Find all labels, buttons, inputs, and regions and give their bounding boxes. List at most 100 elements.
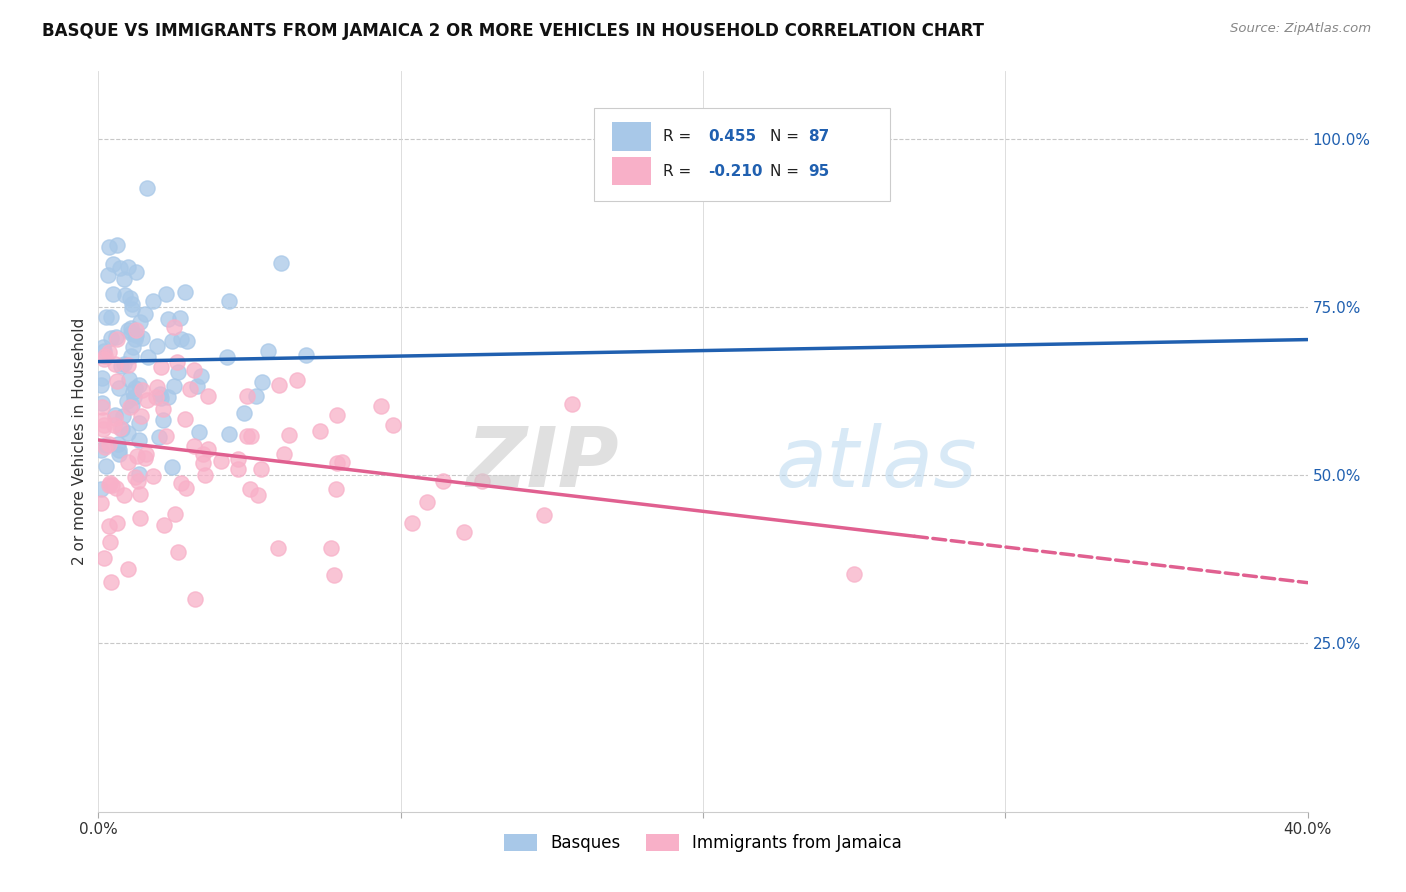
Point [100,331,122,345]
Text: BASQUE VS IMMIGRANTS FROM JAMAICA 2 OR MORE VEHICLES IN HOUSEHOLD CORRELATION CH: BASQUE VS IMMIGRANTS FROM JAMAICA 2 OR M… [42,22,984,40]
Point [149,387,172,401]
Point [326,456,349,470]
Point [125,323,148,337]
Point [239,429,262,443]
Point [285,373,308,387]
FancyBboxPatch shape [613,157,651,186]
Point [381,418,404,433]
Point [167,365,190,379]
Point [162,320,184,334]
Point [127,449,149,463]
Point [98,345,121,359]
Point [153,517,176,532]
Point [124,333,146,347]
Point [173,412,195,426]
Point [104,357,127,371]
Point [432,474,454,488]
Point [186,378,208,392]
Point [120,321,142,335]
Point [193,456,215,470]
Point [98,240,121,254]
Point [117,561,139,575]
Point [101,287,124,301]
Point [129,511,152,525]
Point [148,430,170,444]
Point [370,399,392,413]
Point [105,374,128,388]
Point [169,311,191,326]
Point [149,391,172,405]
Point [122,390,145,404]
Point [101,478,124,492]
Point [117,358,139,372]
Point [97,268,120,282]
Point [149,359,172,374]
Point [120,400,142,414]
Point [91,413,114,427]
Point [146,380,169,394]
Point [114,287,136,301]
Point [100,574,122,589]
Point [136,181,159,195]
Point [107,381,129,395]
Point [193,447,215,461]
Point [112,357,135,371]
Point [97,437,120,451]
Point [117,426,139,441]
Point [167,545,190,559]
Point [96,310,118,324]
Point [104,481,127,495]
Point [94,440,117,454]
Point [218,427,240,442]
Point [97,478,120,492]
Point [108,260,131,275]
FancyBboxPatch shape [613,122,651,151]
Point [138,350,160,364]
Point [125,265,148,279]
Text: atlas: atlas [776,423,977,504]
Point [120,326,142,341]
Point [256,343,278,358]
Point [117,394,139,409]
Point [90,443,112,458]
Point [145,338,167,352]
Point [93,418,115,433]
Point [197,442,219,456]
Text: N =: N = [769,129,803,144]
Point [110,421,132,435]
Point [128,433,150,447]
Point [100,310,122,325]
Point [128,467,150,481]
Text: R =: R = [664,129,696,144]
Point [330,455,353,469]
Point [270,256,292,270]
Point [416,495,439,509]
Text: 95: 95 [808,164,830,178]
FancyBboxPatch shape [595,109,890,201]
Point [117,322,139,336]
Point [121,340,143,354]
Point [105,516,128,530]
Point [107,442,129,457]
Point [97,518,120,533]
Point [308,424,330,438]
Point [93,349,115,363]
Point [170,332,193,346]
Point [174,285,197,299]
Point [91,370,114,384]
Point [842,566,865,581]
Point [96,438,118,452]
Point [90,496,112,510]
Point [118,371,141,385]
Point [117,455,139,469]
Point [197,389,219,403]
Point [117,260,139,275]
Point [245,389,267,403]
Point [471,474,494,488]
Point [160,334,183,349]
Point [98,476,121,491]
Point [118,291,141,305]
Point [250,375,273,389]
Point [155,287,177,301]
Point [91,422,114,436]
